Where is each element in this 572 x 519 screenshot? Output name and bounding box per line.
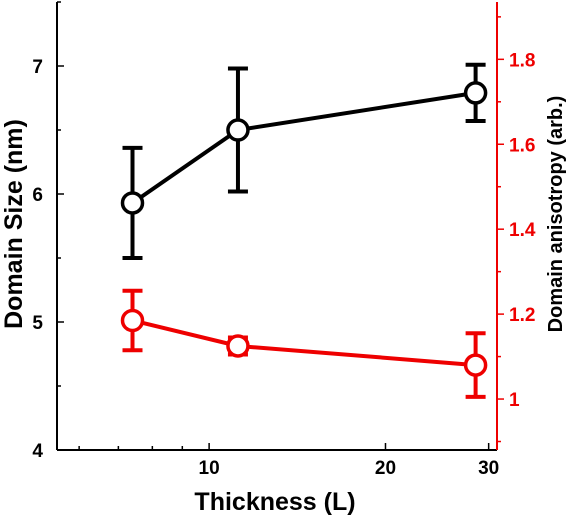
series-line: [131, 90, 476, 205]
series-0: [120, 62, 488, 260]
y-right-tick-label: 1.8: [509, 50, 535, 71]
axis-ticks: [57, 1, 504, 451]
x-tick-label: 20: [375, 458, 396, 479]
y-right-tick-label: 1.6: [509, 135, 535, 156]
x-tick-label: 10: [199, 458, 220, 479]
x-tick-label: 30: [478, 458, 499, 479]
y-axis-left-title: Domain Size (nm): [0, 119, 28, 329]
x-axis-title: Thickness (L): [194, 488, 355, 516]
data-point: [226, 334, 250, 358]
y-axis-right-title: Domain anisotropy (arb.): [545, 96, 567, 333]
y-right-tick-label: 1.2: [509, 305, 535, 326]
series-1: [120, 288, 488, 399]
y-left-tick-label: 6: [32, 185, 43, 206]
series-line: [132, 318, 476, 368]
data-point: [463, 353, 488, 377]
y-right-tick-label: 1.4: [509, 220, 536, 241]
y-left-tick-label: 5: [32, 313, 43, 334]
y-right-tick-label: 1: [509, 390, 520, 411]
data-point: [120, 308, 145, 333]
tick-labels: 10 20 30 4 5 6 7 1 1.2 1.4 1.6 1.8: [32, 50, 535, 479]
plot-frame: [56, 2, 498, 451]
data-point: [226, 118, 250, 142]
y-left-tick-label: 4: [32, 441, 43, 462]
y-left-tick-label: 7: [32, 57, 43, 78]
data-marks: [120, 62, 488, 399]
data-point: [463, 81, 488, 105]
data-point: [120, 191, 145, 215]
